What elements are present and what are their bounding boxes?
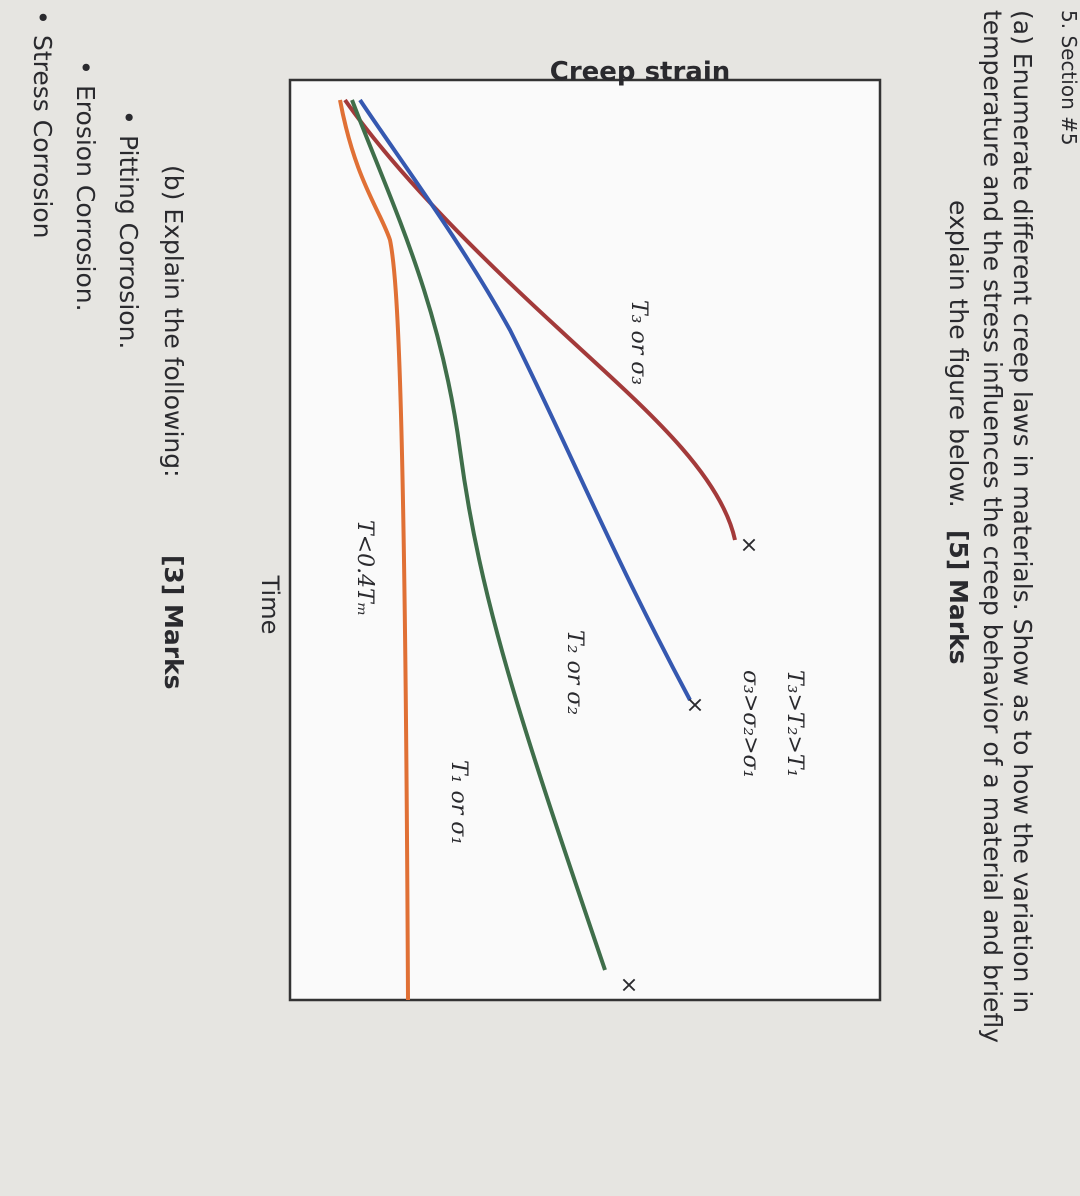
curve-label: T₃ or σ₃ xyxy=(626,300,651,385)
curve-low-temp xyxy=(338,99,410,1001)
curve-t1 xyxy=(350,99,607,971)
question-b-item: Stress Corrosion xyxy=(28,35,57,239)
relation-label: T₃>T₂>T₁ xyxy=(782,670,807,777)
relation-label: σ₃>σ₂>σ₁ xyxy=(738,670,763,778)
bullet: • xyxy=(71,60,100,75)
x-axis-label: Time xyxy=(256,575,284,635)
figure-box xyxy=(288,78,882,1002)
question-a-line: temperature and the stress influences th… xyxy=(978,10,1007,1043)
question-b-item: Erosion Corrosion. xyxy=(71,85,100,312)
question-a-line: (a) Enumerate different creep laws in ma… xyxy=(1008,10,1037,1013)
curve-label: T₂ or σ₂ xyxy=(562,630,587,715)
question-b: (b) Explain the following: xyxy=(159,165,188,478)
curve-t3 xyxy=(343,98,737,541)
question-b-item: Pitting Corrosion. xyxy=(114,135,143,349)
bullet: • xyxy=(28,10,57,25)
y-axis-label: Creep strain xyxy=(550,57,731,87)
curve-label: T<0.4Tₘ xyxy=(352,520,377,616)
question-b-marks: [3] Marks xyxy=(159,555,188,690)
curve-label: T₁ or σ₁ xyxy=(446,760,471,845)
fracture-mark: × xyxy=(736,536,761,554)
question-a-marks: [5] Marks xyxy=(944,530,973,665)
question-a-line: explain the figure below. xyxy=(944,200,973,508)
bullet: • xyxy=(114,110,143,125)
fracture-mark: × xyxy=(616,976,641,994)
section-label: 5. Section #5 xyxy=(1057,10,1080,146)
curve-t2 xyxy=(358,98,692,701)
fracture-mark: × xyxy=(682,696,707,714)
